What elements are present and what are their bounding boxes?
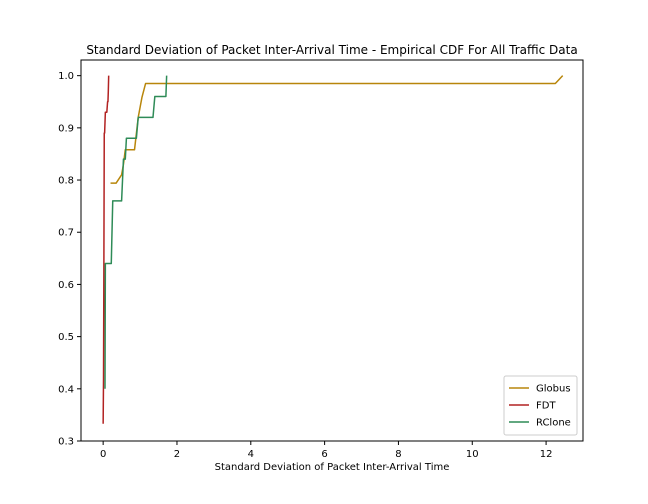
legend-box xyxy=(503,375,578,436)
x-tick-label: 12 xyxy=(540,449,553,460)
chart-title: Standard Deviation of Packet Inter-Arriv… xyxy=(86,43,577,57)
legend: Globus FDT RClone xyxy=(503,375,578,436)
x-tick-label: 0 xyxy=(100,449,106,460)
series-line-globus xyxy=(110,75,564,184)
x-tick-label: 2 xyxy=(174,449,180,460)
x-axis: 0 2 4 6 8 10 12 xyxy=(100,441,552,460)
y-tick-label: 0.8 xyxy=(58,176,74,187)
series-layer xyxy=(102,75,564,424)
y-tick-label: 0.9 xyxy=(58,123,74,134)
x-tick-label: 6 xyxy=(321,449,327,460)
legend-label: RClone xyxy=(536,418,571,429)
x-axis-label: Standard Deviation of Packet Inter-Arriv… xyxy=(215,462,450,473)
y-tick-label: 0.7 xyxy=(58,228,74,239)
y-tick-label: 0.3 xyxy=(58,437,74,448)
series-line-rclone xyxy=(104,75,168,389)
y-tick-label: 0.4 xyxy=(58,384,74,395)
y-tick-label: 0.6 xyxy=(58,280,74,291)
series-line-fdt xyxy=(102,75,110,424)
x-tick-label: 4 xyxy=(248,449,254,460)
legend-label: FDT xyxy=(536,401,556,412)
plot-frame xyxy=(80,59,584,442)
y-tick-label: 1.0 xyxy=(58,71,74,82)
y-tick-label: 0.5 xyxy=(58,332,74,343)
x-tick-label: 10 xyxy=(466,449,479,460)
legend-label: Globus xyxy=(536,384,571,395)
y-axis: 0.3 0.4 0.5 0.6 0.7 0.8 0.9 1.0 xyxy=(58,71,81,448)
x-tick-label: 8 xyxy=(395,449,401,460)
